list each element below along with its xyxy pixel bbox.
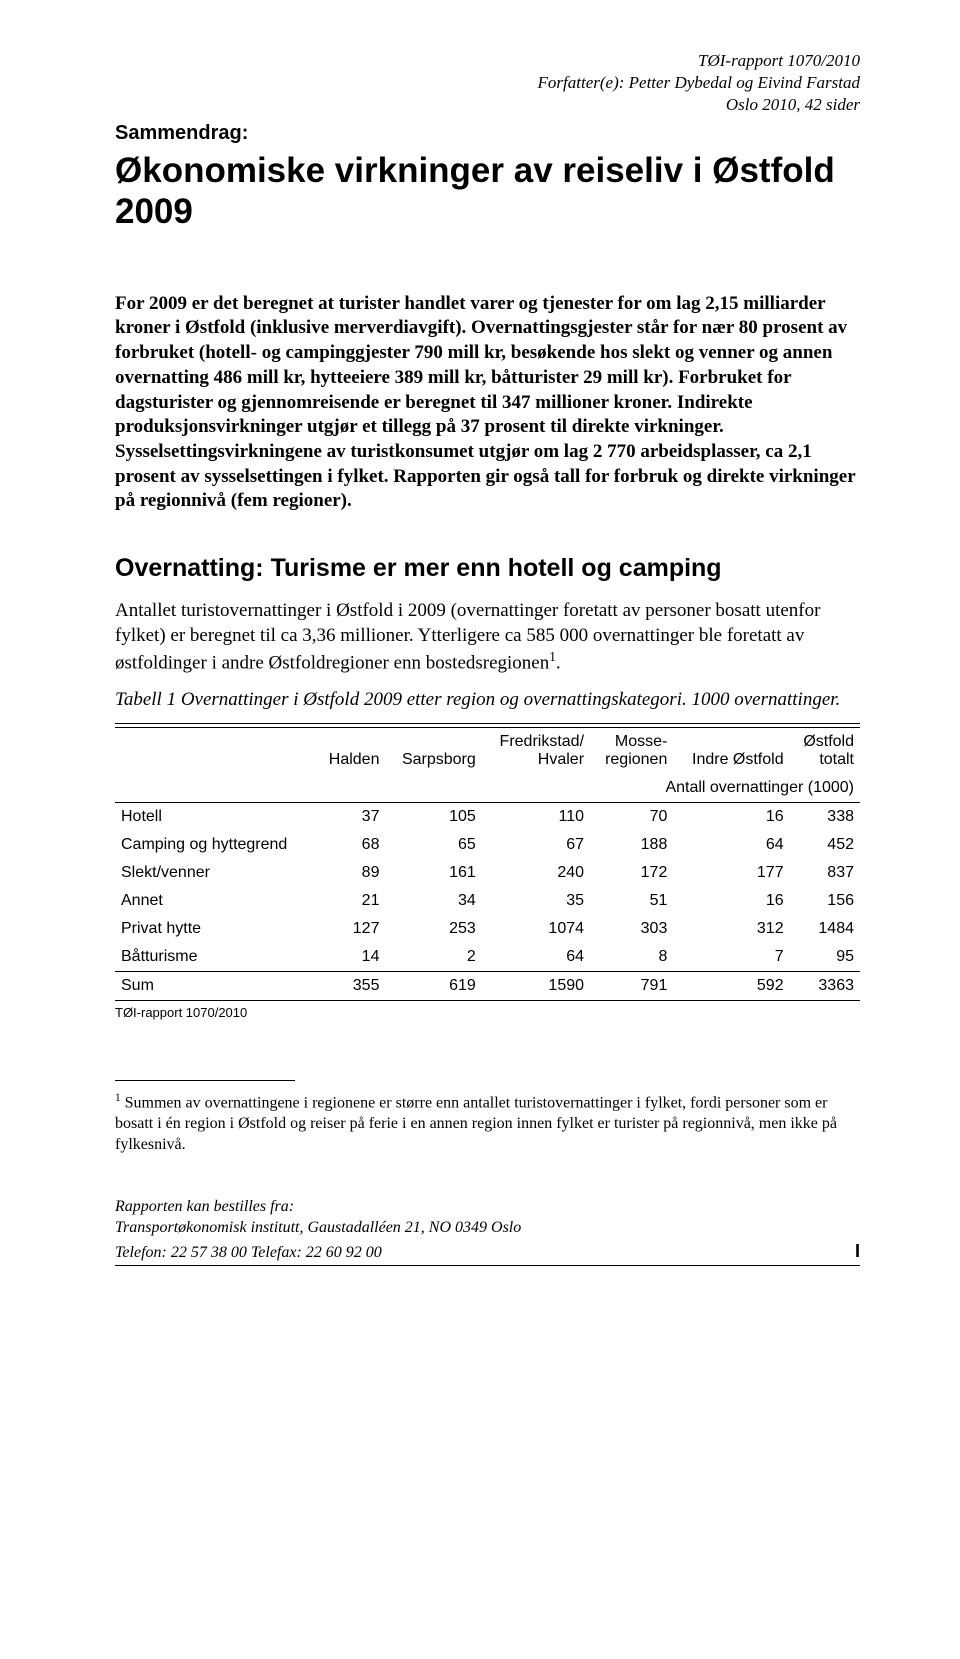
col-mosse: Mosse-regionen bbox=[590, 728, 673, 775]
sum-cell: 3363 bbox=[790, 972, 860, 1001]
summary-label: Sammendrag: bbox=[115, 122, 860, 145]
table-sum-row: Sum 355 619 1590 791 592 3363 bbox=[115, 972, 860, 1001]
cell: 156 bbox=[790, 887, 860, 915]
cell: 64 bbox=[482, 943, 590, 972]
overnight-table: Halden Sarpsborg Fredrikstad/Hvaler Moss… bbox=[115, 723, 860, 1001]
table-row: Annet 21 34 35 51 16 156 bbox=[115, 887, 860, 915]
cell: 65 bbox=[385, 831, 481, 859]
report-place: Oslo 2010, 42 sider bbox=[115, 94, 860, 116]
page-number: I bbox=[855, 1239, 860, 1263]
cell: 7 bbox=[673, 943, 789, 972]
cell: 105 bbox=[385, 803, 481, 832]
row-label: Camping og hyttegrend bbox=[115, 831, 315, 859]
col-totalt: Østfoldtotalt bbox=[790, 728, 860, 775]
footnote-ref: 1 bbox=[549, 649, 556, 664]
sum-cell: 592 bbox=[673, 972, 789, 1001]
cell: 110 bbox=[482, 803, 590, 832]
cell: 1484 bbox=[790, 915, 860, 943]
cell: 837 bbox=[790, 859, 860, 887]
cell: 338 bbox=[790, 803, 860, 832]
row-label: Privat hytte bbox=[115, 915, 315, 943]
table-body: Hotell 37 105 110 70 16 338 Camping og h… bbox=[115, 803, 860, 1001]
cell: 89 bbox=[315, 859, 385, 887]
sum-cell: 619 bbox=[385, 972, 481, 1001]
cell: 188 bbox=[590, 831, 673, 859]
footnote-text: Summen av overnattingene i regionene er … bbox=[115, 1094, 837, 1153]
table-row: Privat hytte 127 253 1074 303 312 1484 bbox=[115, 915, 860, 943]
table-row: Slekt/venner 89 161 240 172 177 837 bbox=[115, 859, 860, 887]
cell: 70 bbox=[590, 803, 673, 832]
table-subhead-row: Antall overnattinger (1000) bbox=[115, 774, 860, 803]
footnote-rule bbox=[115, 1080, 295, 1081]
footer-line2: Transportøkonomisk institutt, Gaustadall… bbox=[115, 1217, 860, 1239]
footer-line1: Rapporten kan bestilles fra: bbox=[115, 1196, 860, 1218]
table-source: TØI-rapport 1070/2010 bbox=[115, 1005, 860, 1020]
cell: 95 bbox=[790, 943, 860, 972]
row-label: Slekt/venner bbox=[115, 859, 315, 887]
body-text-b: . bbox=[556, 653, 561, 674]
cell: 8 bbox=[590, 943, 673, 972]
sum-label: Sum bbox=[115, 972, 315, 1001]
table-row: Hotell 37 105 110 70 16 338 bbox=[115, 803, 860, 832]
table-row: Camping og hyttegrend 68 65 67 188 64 45… bbox=[115, 831, 860, 859]
col-fredrikstad: Fredrikstad/Hvaler bbox=[482, 728, 590, 775]
row-label: Båtturisme bbox=[115, 943, 315, 972]
cell: 16 bbox=[673, 803, 789, 832]
cell: 240 bbox=[482, 859, 590, 887]
cell: 21 bbox=[315, 887, 385, 915]
cell: 452 bbox=[790, 831, 860, 859]
body-paragraph: Antallet turistovernattinger i Østfold i… bbox=[115, 599, 860, 676]
cell: 51 bbox=[590, 887, 673, 915]
report-header: TØI-rapport 1070/2010 Forfatter(e): Pett… bbox=[115, 50, 860, 116]
col-indre: Indre Østfold bbox=[673, 728, 789, 775]
body-text-a: Antallet turistovernattinger i Østfold i… bbox=[115, 600, 820, 674]
sum-cell: 791 bbox=[590, 972, 673, 1001]
cell: 14 bbox=[315, 943, 385, 972]
cell: 35 bbox=[482, 887, 590, 915]
footer: Rapporten kan bestilles fra: Transportøk… bbox=[115, 1196, 860, 1266]
cell: 68 bbox=[315, 831, 385, 859]
footnote: 1 Summen av overnattingene i regionene e… bbox=[115, 1091, 860, 1156]
cell: 303 bbox=[590, 915, 673, 943]
table-row: Båtturisme 14 2 64 8 7 95 bbox=[115, 943, 860, 972]
table-header-row: Halden Sarpsborg Fredrikstad/Hvaler Moss… bbox=[115, 728, 860, 775]
summary-paragraph: For 2009 er det beregnet at turister han… bbox=[115, 292, 860, 514]
table-subhead: Antall overnattinger (1000) bbox=[315, 774, 860, 803]
cell: 312 bbox=[673, 915, 789, 943]
row-label: Hotell bbox=[115, 803, 315, 832]
col-sarpsborg: Sarpsborg bbox=[385, 728, 481, 775]
footer-line3: Telefon: 22 57 38 00 Telefax: 22 60 92 0… bbox=[115, 1242, 382, 1264]
sum-cell: 1590 bbox=[482, 972, 590, 1001]
report-authors: Forfatter(e): Petter Dybedal og Eivind F… bbox=[115, 72, 860, 94]
sum-cell: 355 bbox=[315, 972, 385, 1001]
cell: 1074 bbox=[482, 915, 590, 943]
row-label: Annet bbox=[115, 887, 315, 915]
cell: 16 bbox=[673, 887, 789, 915]
cell: 67 bbox=[482, 831, 590, 859]
col-blank bbox=[115, 728, 315, 775]
cell: 161 bbox=[385, 859, 481, 887]
col-halden: Halden bbox=[315, 728, 385, 775]
table-caption: Tabell 1 Overnattinger i Østfold 2009 et… bbox=[115, 688, 860, 713]
cell: 177 bbox=[673, 859, 789, 887]
cell: 172 bbox=[590, 859, 673, 887]
cell: 2 bbox=[385, 943, 481, 972]
cell: 253 bbox=[385, 915, 481, 943]
cell: 34 bbox=[385, 887, 481, 915]
report-id: TØI-rapport 1070/2010 bbox=[115, 50, 860, 72]
section-heading: Overnatting: Turisme er mer enn hotell o… bbox=[115, 554, 860, 583]
cell: 127 bbox=[315, 915, 385, 943]
page-title: Økonomiske virkninger av reiseliv i Østf… bbox=[115, 151, 860, 232]
cell: 37 bbox=[315, 803, 385, 832]
cell: 64 bbox=[673, 831, 789, 859]
